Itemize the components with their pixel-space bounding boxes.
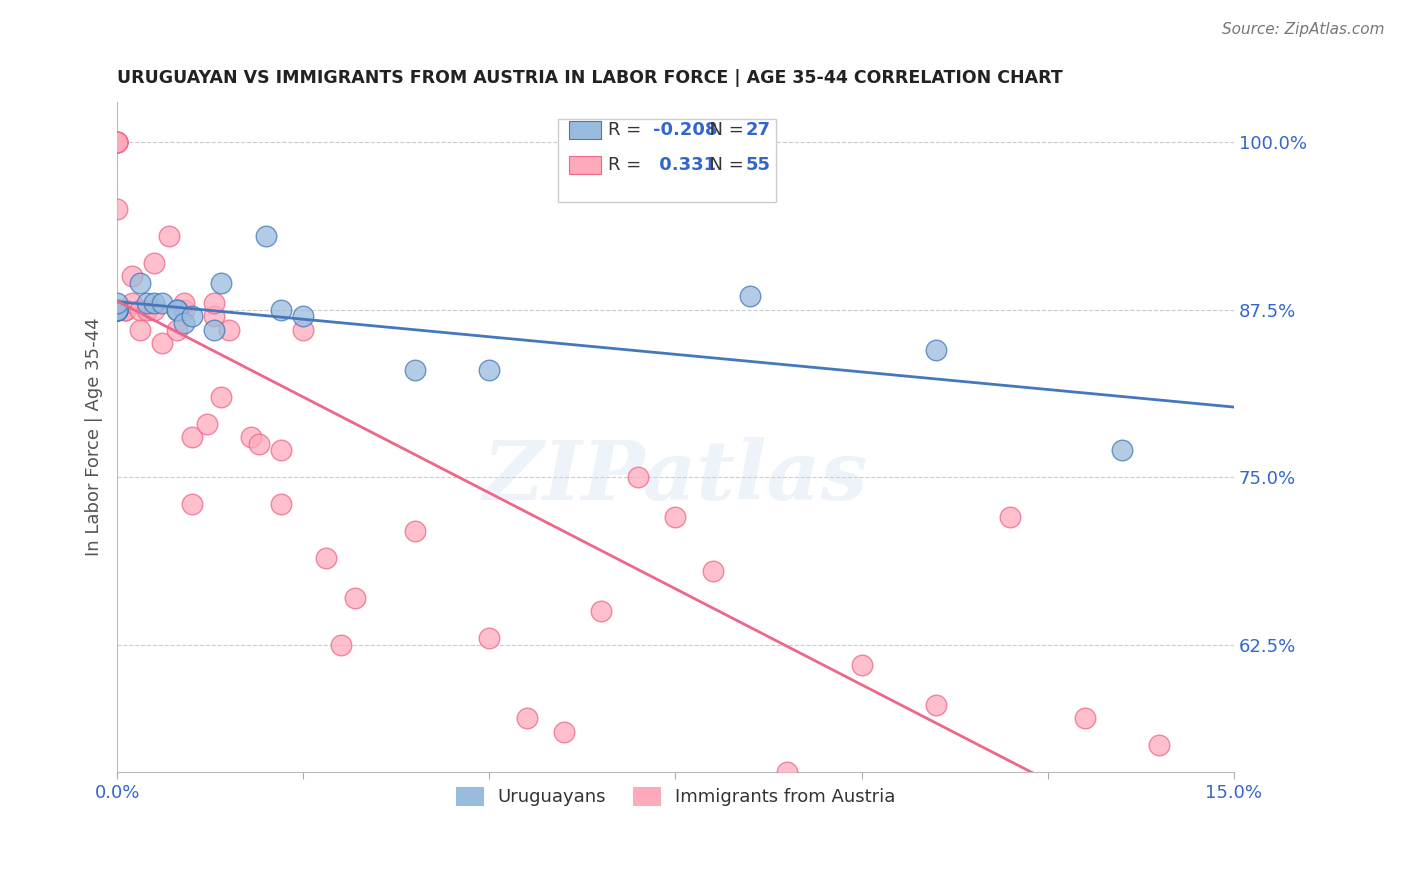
- Point: [105, 302, 128, 317]
- Point: [180, 310, 202, 324]
- Point: [173, 302, 195, 317]
- Text: R =: R =: [609, 156, 648, 174]
- Point: [105, 135, 128, 149]
- Point: [627, 470, 650, 484]
- FancyBboxPatch shape: [569, 156, 600, 174]
- Point: [105, 135, 128, 149]
- Point: [105, 135, 128, 149]
- Point: [664, 510, 686, 524]
- Point: [136, 302, 159, 317]
- Point: [344, 591, 367, 605]
- Text: N =: N =: [697, 156, 749, 174]
- Point: [105, 302, 128, 317]
- Point: [1074, 711, 1097, 725]
- Point: [404, 524, 426, 538]
- Point: [270, 497, 292, 511]
- Point: [315, 550, 337, 565]
- Point: [209, 390, 232, 404]
- Text: N =: N =: [697, 121, 749, 139]
- Point: [1111, 443, 1133, 458]
- Point: [114, 302, 136, 317]
- Point: [478, 363, 501, 377]
- Point: [105, 302, 128, 317]
- Point: [270, 443, 292, 458]
- Point: [254, 229, 277, 244]
- Point: [166, 323, 188, 337]
- FancyBboxPatch shape: [569, 121, 600, 139]
- Point: [925, 343, 948, 357]
- Point: [202, 296, 225, 310]
- Point: [105, 302, 128, 317]
- Point: [105, 202, 128, 217]
- Point: [1000, 510, 1022, 524]
- Text: ZIPatlas: ZIPatlas: [482, 437, 869, 517]
- Point: [851, 657, 873, 672]
- Point: [157, 229, 180, 244]
- Point: [143, 256, 166, 270]
- Point: [166, 302, 188, 317]
- Point: [292, 310, 315, 324]
- Point: [114, 302, 136, 317]
- Point: [128, 323, 150, 337]
- Point: [209, 276, 232, 290]
- Point: [240, 430, 263, 444]
- Text: URUGUAYAN VS IMMIGRANTS FROM AUSTRIA IN LABOR FORCE | AGE 35-44 CORRELATION CHAR: URUGUAYAN VS IMMIGRANTS FROM AUSTRIA IN …: [117, 69, 1063, 87]
- Point: [173, 296, 195, 310]
- Point: [776, 765, 799, 780]
- Text: Source: ZipAtlas.com: Source: ZipAtlas.com: [1222, 22, 1385, 37]
- FancyBboxPatch shape: [558, 119, 776, 202]
- Point: [105, 135, 128, 149]
- Point: [166, 302, 188, 317]
- Point: [121, 269, 143, 284]
- Point: [589, 604, 612, 618]
- Point: [105, 302, 128, 317]
- Text: 0.331: 0.331: [654, 156, 716, 174]
- Point: [292, 323, 315, 337]
- Point: [180, 497, 202, 511]
- Point: [218, 323, 240, 337]
- Point: [128, 302, 150, 317]
- Point: [738, 289, 761, 303]
- Point: [1149, 739, 1171, 753]
- Point: [180, 430, 202, 444]
- Point: [105, 302, 128, 317]
- Point: [329, 638, 352, 652]
- Point: [105, 296, 128, 310]
- Point: [105, 302, 128, 317]
- Point: [202, 323, 225, 337]
- Point: [404, 363, 426, 377]
- Point: [553, 724, 575, 739]
- Text: 27: 27: [745, 121, 770, 139]
- Point: [173, 316, 195, 330]
- Point: [128, 276, 150, 290]
- Point: [247, 436, 270, 450]
- Point: [105, 135, 128, 149]
- Point: [105, 302, 128, 317]
- Y-axis label: In Labor Force | Age 35-44: In Labor Force | Age 35-44: [86, 318, 103, 557]
- Point: [105, 302, 128, 317]
- Point: [114, 302, 136, 317]
- Point: [270, 302, 292, 317]
- Legend: Uruguayans, Immigrants from Austria: Uruguayans, Immigrants from Austria: [449, 780, 903, 814]
- Point: [143, 302, 166, 317]
- Point: [121, 296, 143, 310]
- Point: [195, 417, 218, 431]
- Point: [136, 296, 159, 310]
- Point: [105, 135, 128, 149]
- Point: [702, 564, 724, 578]
- Point: [516, 711, 538, 725]
- Point: [925, 698, 948, 712]
- Point: [105, 302, 128, 317]
- Point: [105, 302, 128, 317]
- Point: [143, 296, 166, 310]
- Point: [478, 631, 501, 645]
- Point: [150, 336, 173, 351]
- Text: 55: 55: [745, 156, 770, 174]
- Point: [202, 310, 225, 324]
- Point: [105, 302, 128, 317]
- Point: [150, 296, 173, 310]
- Text: -0.208: -0.208: [654, 121, 717, 139]
- Text: R =: R =: [609, 121, 648, 139]
